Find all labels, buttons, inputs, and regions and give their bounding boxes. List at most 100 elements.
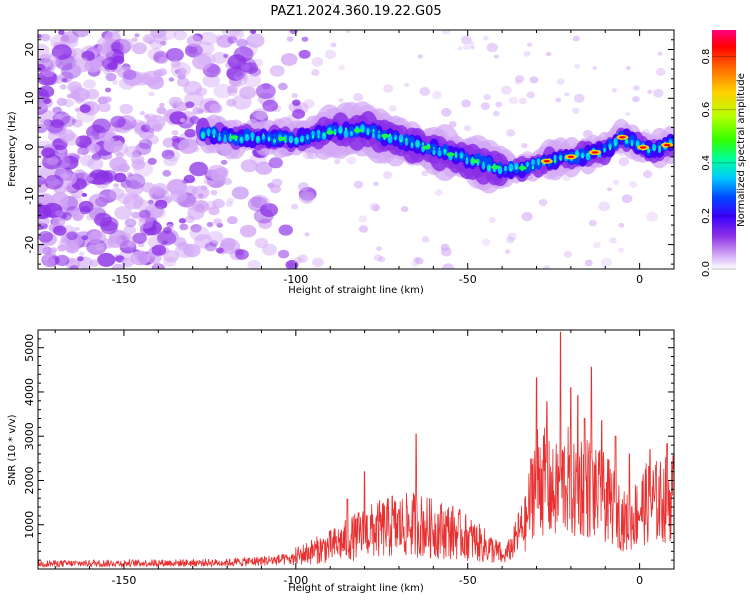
noise-blob [127, 240, 136, 248]
noise-blob [588, 219, 597, 227]
noise-blob [382, 171, 393, 180]
noise-blob [495, 101, 503, 108]
ridge-blob [477, 162, 479, 166]
ridge-blob [333, 131, 337, 136]
colorbar-tick-label: 0.0 [701, 261, 712, 277]
noise-blob [480, 102, 490, 110]
noise-blob [194, 234, 213, 249]
noise-blob [330, 42, 337, 48]
x-tick-label: 0 [636, 574, 643, 587]
noise-blob [168, 77, 175, 82]
noise-blob [216, 35, 234, 48]
hotspot-core [383, 134, 388, 137]
noise-blob [244, 74, 262, 88]
noise-blob [235, 249, 249, 260]
noise-blob [163, 256, 177, 267]
noise-blob [110, 41, 124, 52]
noise-blob [632, 96, 640, 103]
colorbar-tick-label: 0.8 [701, 49, 712, 65]
ridge-blob [508, 163, 514, 172]
noise-blob [646, 211, 659, 222]
hotspot-core [472, 160, 477, 163]
noise-blob [434, 189, 443, 196]
noise-blob [84, 229, 103, 244]
noise-blob [154, 199, 168, 210]
noise-blob [518, 97, 527, 105]
noise-blob [233, 70, 243, 77]
noise-blob [78, 200, 94, 213]
ridge-blob [487, 166, 491, 171]
hotspot-core [328, 131, 333, 134]
noise-blob [482, 35, 489, 41]
noise-blob [297, 182, 309, 192]
noise-blob [113, 172, 127, 183]
noise-blob [110, 141, 129, 156]
noise-blob [132, 232, 147, 244]
hotspot-core [520, 166, 525, 170]
ridge-blob [526, 164, 529, 168]
noise-blob [79, 251, 85, 256]
ridge-blob [559, 157, 562, 162]
noise-blob [56, 97, 68, 107]
noise-blob [41, 147, 56, 158]
noise-blob [88, 169, 109, 185]
noise-blob [461, 99, 472, 108]
noise-blob [376, 246, 382, 252]
noise-blob [87, 176, 94, 182]
noise-blob [278, 224, 293, 236]
ridge-blob [262, 133, 265, 137]
noise-blob [226, 98, 237, 107]
ridge-blob [585, 152, 591, 161]
noise-blob [114, 206, 133, 220]
noise-blob [71, 57, 92, 73]
noise-blob [254, 237, 269, 249]
noise-blob [81, 235, 89, 241]
y-tick-label: 4000 [23, 378, 36, 406]
ridge-blob [389, 133, 391, 137]
hotspot-core [232, 136, 236, 139]
noise-blob [171, 130, 179, 136]
noise-blob [227, 36, 238, 44]
noise-blob [226, 197, 234, 204]
noise-blob [543, 265, 550, 269]
noise-blob [373, 181, 379, 186]
noise-blob [301, 36, 309, 42]
x-tick-label: -150 [111, 574, 136, 587]
noise-blob [210, 190, 218, 196]
noise-blob [213, 83, 233, 99]
noise-blob [124, 145, 140, 158]
noise-blob [57, 244, 67, 252]
ridge-blob [438, 147, 441, 150]
noise-blob [247, 196, 268, 212]
noise-blob [346, 156, 357, 165]
noise-blob [334, 158, 341, 165]
noise-blob [269, 65, 285, 77]
noise-blob [67, 257, 76, 264]
noise-blob [200, 185, 208, 191]
noise-blob [278, 249, 290, 259]
noise-blob [182, 178, 189, 184]
noise-blob [506, 236, 515, 244]
noise-blob [564, 92, 570, 97]
noise-blob [515, 75, 525, 83]
noise-blob [208, 206, 220, 216]
noise-blob [419, 86, 431, 96]
ridge-blob [300, 138, 304, 143]
ridge-blob [267, 137, 271, 142]
ridge-blob [322, 132, 326, 137]
noise-blob [655, 67, 666, 76]
x-tick-label: 0 [636, 273, 643, 286]
ridge-blob [653, 148, 655, 151]
noise-blob [255, 161, 273, 175]
ridge-blob [372, 128, 375, 133]
noise-blob [289, 30, 298, 34]
ridge-blob [432, 149, 436, 156]
noise-blob [260, 197, 271, 206]
noise-blob [190, 224, 202, 233]
noise-blob [442, 263, 455, 269]
noise-blob [103, 138, 123, 153]
ridge-blob [524, 161, 531, 174]
ridge-blob [409, 136, 415, 146]
noise-blob [493, 54, 499, 59]
